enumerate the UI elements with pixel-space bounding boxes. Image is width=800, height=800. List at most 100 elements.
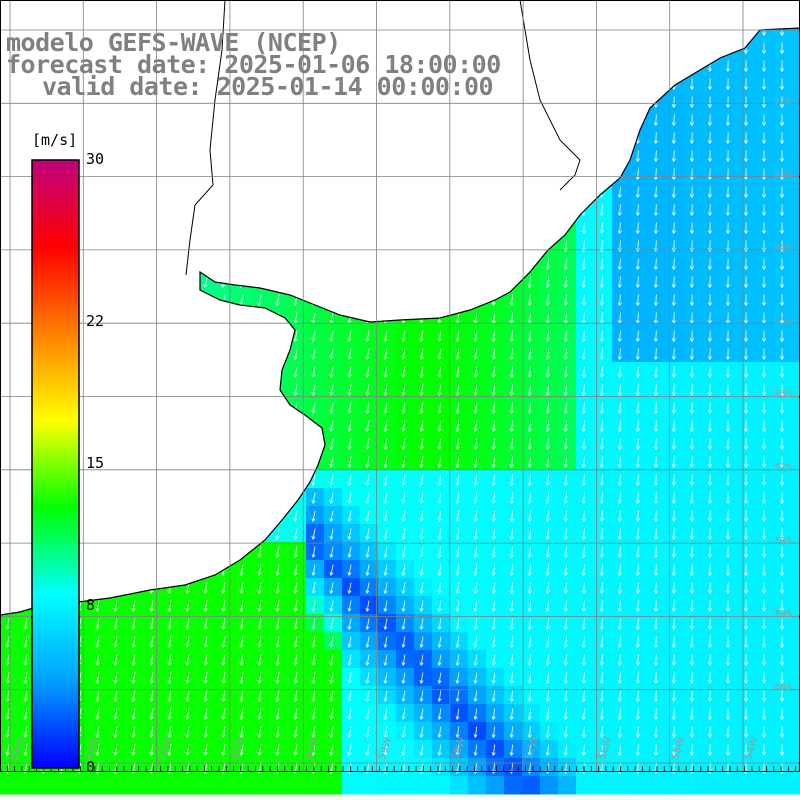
speed-cell [360, 704, 379, 723]
speed-cell [558, 668, 577, 687]
wind-arrow [761, 78, 766, 90]
speed-cell [396, 722, 415, 741]
speed-cell [504, 290, 523, 309]
speed-cell [666, 470, 685, 489]
speed-cell [414, 632, 433, 651]
speed-cell [576, 740, 595, 759]
speed-cell [612, 542, 631, 561]
speed-cell [792, 110, 800, 129]
speed-cell [288, 758, 307, 777]
speed-cell [684, 362, 703, 381]
speed-cell [756, 218, 775, 237]
speed-cell [720, 56, 739, 75]
speed-cell [684, 776, 703, 795]
speed-cell [648, 524, 667, 543]
speed-cell [414, 362, 433, 381]
speed-cell [792, 236, 800, 255]
speed-cell [342, 614, 361, 633]
speed-cell [666, 722, 685, 741]
speed-cell [288, 542, 307, 561]
speed-cell [234, 740, 253, 759]
speed-cell [270, 596, 289, 615]
speed-cell [648, 614, 667, 633]
speed-cell [612, 740, 631, 759]
speed-cell [396, 668, 415, 687]
speed-cell [576, 650, 595, 669]
speed-cell [414, 506, 433, 525]
speed-cell [360, 362, 379, 381]
speed-cell [594, 218, 613, 237]
speed-cell [522, 632, 541, 651]
speed-cell [666, 218, 685, 237]
speed-cell [450, 542, 469, 561]
speed-cell [252, 650, 271, 669]
speed-cell [432, 488, 451, 507]
speed-cell [630, 578, 649, 597]
speed-cell [666, 254, 685, 273]
speed-cell [396, 470, 415, 489]
speed-cell [792, 326, 800, 345]
speed-cell [306, 704, 325, 723]
speed-cell [342, 578, 361, 597]
speed-cell [396, 344, 415, 363]
lat-label: 40S [773, 682, 792, 693]
speed-cell [396, 758, 415, 777]
speed-cell [486, 542, 505, 561]
speed-cell [432, 362, 451, 381]
speed-cell [738, 506, 757, 525]
speed-cell [486, 668, 505, 687]
speed-cell [306, 506, 325, 525]
speed-cell [612, 218, 631, 237]
speed-cell [306, 650, 325, 669]
speed-cell [792, 200, 800, 219]
speed-cell [504, 632, 523, 651]
speed-cell [522, 398, 541, 417]
speed-cell [720, 668, 739, 687]
speed-cell [342, 524, 361, 543]
colorbar-tick-label: 0 [86, 758, 96, 776]
speed-cell [594, 560, 613, 579]
speed-cell [450, 668, 469, 687]
speed-cell [612, 596, 631, 615]
speed-cell [414, 326, 433, 345]
speed-cell [594, 434, 613, 453]
speed-cell [414, 704, 433, 723]
speed-cell [540, 290, 559, 309]
valid-date: valid date: 2025-01-14 00:00:00 [42, 72, 494, 101]
speed-cell [540, 272, 559, 291]
speed-cell [612, 650, 631, 669]
speed-cell [396, 398, 415, 417]
speed-cell [540, 416, 559, 435]
speed-cell [756, 56, 775, 75]
speed-cell [774, 164, 793, 183]
speed-cell [756, 704, 775, 723]
speed-cell [324, 524, 343, 543]
speed-cell [594, 344, 613, 363]
speed-cell [504, 776, 523, 795]
speed-cell [720, 344, 739, 363]
speed-cell [504, 326, 523, 345]
speed-cell [792, 308, 800, 327]
speed-cell [720, 650, 739, 669]
speed-cell [576, 596, 595, 615]
speed-cell [468, 380, 487, 399]
speed-cell [324, 542, 343, 561]
speed-cell [486, 704, 505, 723]
speed-cell [558, 308, 577, 327]
speed-cell [468, 344, 487, 363]
speed-cell [738, 524, 757, 543]
speed-cell [432, 686, 451, 705]
speed-cell [702, 524, 721, 543]
wind-arrow [689, 114, 694, 126]
speed-cell [216, 650, 235, 669]
speed-cell [594, 362, 613, 381]
speed-cell [144, 740, 163, 759]
speed-cell [666, 416, 685, 435]
speed-cell [720, 290, 739, 309]
speed-cell [630, 308, 649, 327]
speed-cell [108, 704, 127, 723]
speed-cell [612, 668, 631, 687]
speed-cell [144, 650, 163, 669]
speed-cell [738, 56, 757, 75]
speed-cell [126, 632, 145, 651]
